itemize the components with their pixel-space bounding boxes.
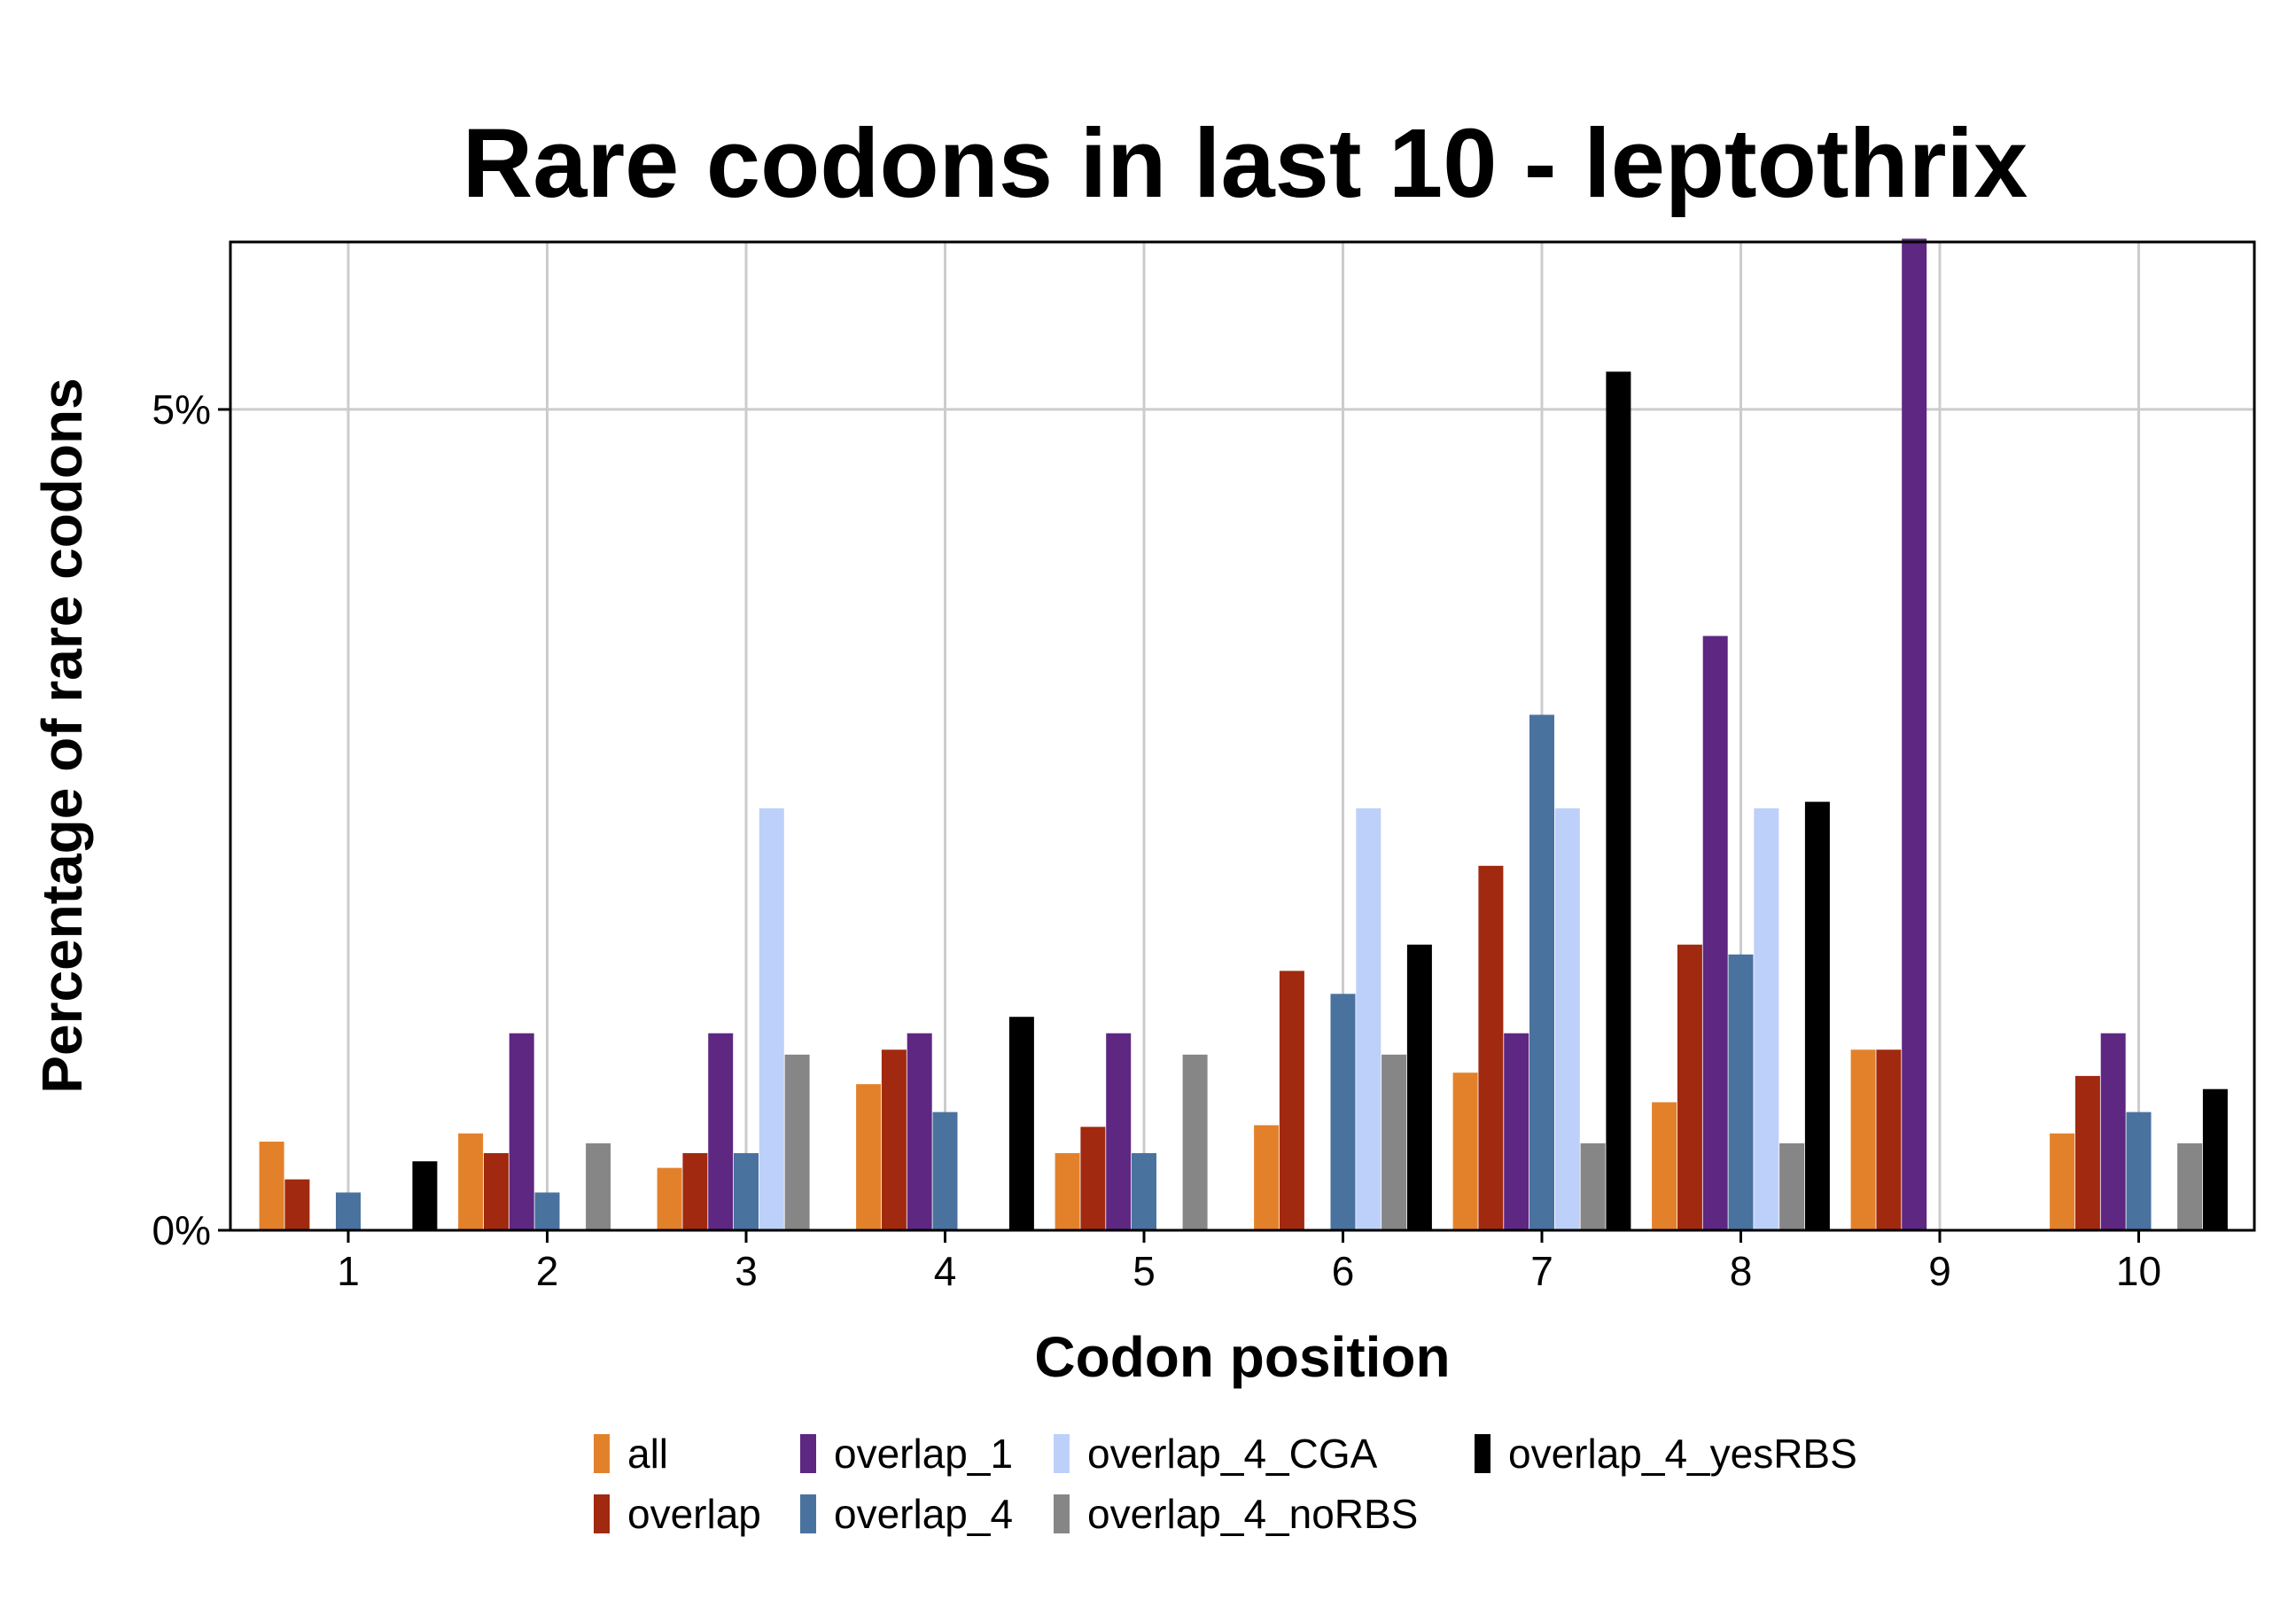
x-tick-label: 6	[1332, 1248, 1355, 1294]
bar-all-6	[1254, 1125, 1280, 1230]
x-tick-label: 7	[1530, 1248, 1553, 1294]
bar-overlap-9	[1876, 1049, 1902, 1230]
bar-overlap_4-1	[336, 1192, 361, 1230]
bar-overlap-2	[483, 1152, 509, 1230]
bar-overlap_4_noRBS-6	[1381, 1054, 1407, 1230]
bars	[259, 238, 2228, 1231]
bar-overlap-1	[284, 1179, 310, 1230]
legend-label-overlap_4_yesRBS: overlap_4_yesRBS	[1508, 1431, 1857, 1477]
legend-swatch-overlap_4_CGA	[1054, 1434, 1070, 1473]
legend-label-all: all	[627, 1431, 668, 1477]
x-tick-label: 5	[1132, 1248, 1156, 1294]
bar-overlap_1-4	[907, 1033, 932, 1230]
bar-all-10	[2050, 1133, 2075, 1230]
bar-overlap_1-9	[1902, 238, 1927, 1231]
x-tick-label: 8	[1730, 1248, 1753, 1294]
chart-title: Rare codons in last 10 - leptothrix	[463, 109, 2028, 218]
bar-overlap_4-3	[734, 1152, 759, 1230]
bar-overlap_4_noRBS-8	[1779, 1143, 1805, 1230]
bar-overlap_4_yesRBS-8	[1804, 801, 1830, 1230]
bar-overlap_4_noRBS-3	[784, 1054, 810, 1230]
bar-overlap_4-10	[2126, 1112, 2152, 1230]
bar-all-1	[259, 1141, 284, 1230]
bar-overlap_4-2	[534, 1192, 560, 1230]
legend-label-overlap_4_CGA: overlap_4_CGA	[1087, 1431, 1378, 1477]
bar-overlap_4_noRBS-7	[1580, 1143, 1606, 1230]
bar-overlap-8	[1677, 944, 1702, 1230]
bar-overlap_1-3	[708, 1033, 734, 1230]
y-tick-label: 0%	[152, 1207, 211, 1253]
legend-swatch-overlap_4_yesRBS	[1475, 1434, 1490, 1473]
x-axis-title: Codon position	[1034, 1325, 1450, 1389]
bar-overlap_4_yesRBS-4	[1008, 1017, 1034, 1230]
bar-overlap_4_CGA-3	[759, 807, 784, 1230]
legend-label-overlap_4_noRBS: overlap_4_noRBS	[1087, 1491, 1418, 1537]
bar-all-4	[856, 1084, 882, 1230]
bar-all-5	[1055, 1152, 1080, 1230]
bar-overlap_4-8	[1728, 954, 1754, 1230]
bar-overlap_4_noRBS-2	[586, 1143, 611, 1230]
bar-overlap_1-5	[1106, 1033, 1132, 1230]
bar-overlap-10	[2074, 1075, 2100, 1230]
bar-overlap_4_noRBS-10	[2177, 1143, 2203, 1230]
legend-swatch-overlap_4	[800, 1494, 816, 1533]
bar-all-3	[657, 1167, 682, 1230]
bar-overlap_4-7	[1529, 714, 1554, 1230]
bar-overlap_1-2	[509, 1033, 534, 1230]
x-tick-label: 4	[934, 1248, 957, 1294]
y-axis-title: Percentage of rare codons	[30, 378, 94, 1093]
legend-label-overlap_4: overlap_4	[834, 1491, 1013, 1537]
bar-all-8	[1652, 1102, 1677, 1230]
bar-all-7	[1452, 1072, 1478, 1230]
bar-overlap-3	[682, 1152, 708, 1230]
legend-label-overlap_1: overlap_1	[834, 1431, 1013, 1477]
bar-overlap_1-8	[1702, 636, 1728, 1230]
bar-overlap_4-5	[1132, 1152, 1156, 1230]
legend-swatch-overlap	[594, 1494, 610, 1533]
bar-overlap-6	[1279, 971, 1304, 1230]
bar-overlap-5	[1080, 1127, 1106, 1230]
plot-frame	[229, 240, 2256, 1232]
bar-overlap_4_CGA-6	[1356, 807, 1381, 1230]
bar-overlap_1-7	[1504, 1033, 1529, 1230]
y-tick-label: 5%	[152, 386, 211, 433]
x-tick-label: 2	[536, 1248, 559, 1294]
bar-overlap_4_yesRBS-1	[412, 1161, 438, 1230]
x-tick-label: 3	[735, 1248, 758, 1294]
bar-overlap_4_CGA-7	[1554, 807, 1580, 1230]
bar-overlap_4-4	[932, 1112, 958, 1230]
x-tick-label: 10	[2116, 1248, 2161, 1294]
legend-swatch-all	[594, 1434, 610, 1473]
bar-overlap_1-10	[2100, 1033, 2126, 1230]
bar-all-9	[1850, 1049, 1876, 1230]
x-tick-label: 1	[337, 1248, 360, 1294]
bar-all-2	[458, 1133, 484, 1230]
bar-overlap_4_CGA-8	[1754, 807, 1779, 1230]
legend: all overlap overlap_1 overlap_4 overlap_4_CG…	[594, 1431, 1857, 1537]
x-tick-label: 9	[1928, 1248, 1951, 1294]
bar-overlap_4_noRBS-5	[1182, 1054, 1208, 1230]
legend-swatch-overlap_4_noRBS	[1054, 1494, 1070, 1533]
bar-overlap_4_yesRBS-7	[1606, 371, 1631, 1231]
bar-overlap_4-6	[1330, 994, 1356, 1230]
bar-overlap_4_yesRBS-6	[1406, 944, 1432, 1230]
legend-label-overlap: overlap	[627, 1491, 761, 1537]
bar-overlap-7	[1478, 865, 1504, 1230]
bar-overlap_4_yesRBS-10	[2202, 1088, 2228, 1230]
axes: 1 2 3 4 5 6 7 8 9 10 0% 5%	[152, 386, 2162, 1294]
legend-swatch-overlap_1	[800, 1434, 816, 1473]
bar-overlap-4	[881, 1049, 907, 1230]
